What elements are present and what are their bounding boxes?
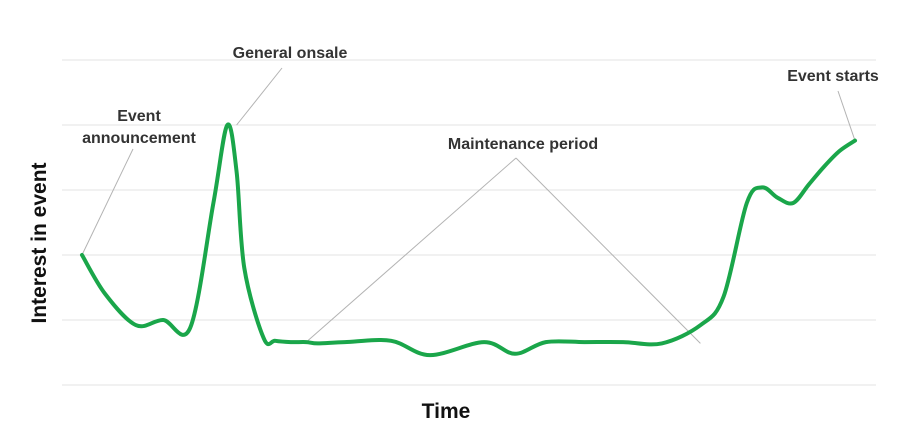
leader-line-3-0: [837, 90, 856, 141]
leader-line-2-0: [305, 157, 517, 343]
annotations: Event announcement General onsale Maintenan…: [82, 45, 879, 153]
annotation-event-announcement: Event announcement: [82, 108, 196, 147]
leader-line-1-0: [236, 67, 283, 126]
leader-line-0-0: [81, 148, 134, 256]
annotation-leader-lines: [81, 67, 856, 344]
annotation-general-onsale: General onsale: [233, 45, 348, 62]
leader-line-2-1: [515, 157, 701, 344]
x-axis-label: Time: [422, 400, 471, 423]
gridlines: [62, 59, 876, 386]
annotation-event-starts: Event starts: [787, 68, 879, 85]
interest-series-line: [80, 122, 857, 358]
annotation-maintenance-period: Maintenance period: [448, 136, 598, 153]
y-axis-label: Interest in event: [28, 162, 51, 323]
